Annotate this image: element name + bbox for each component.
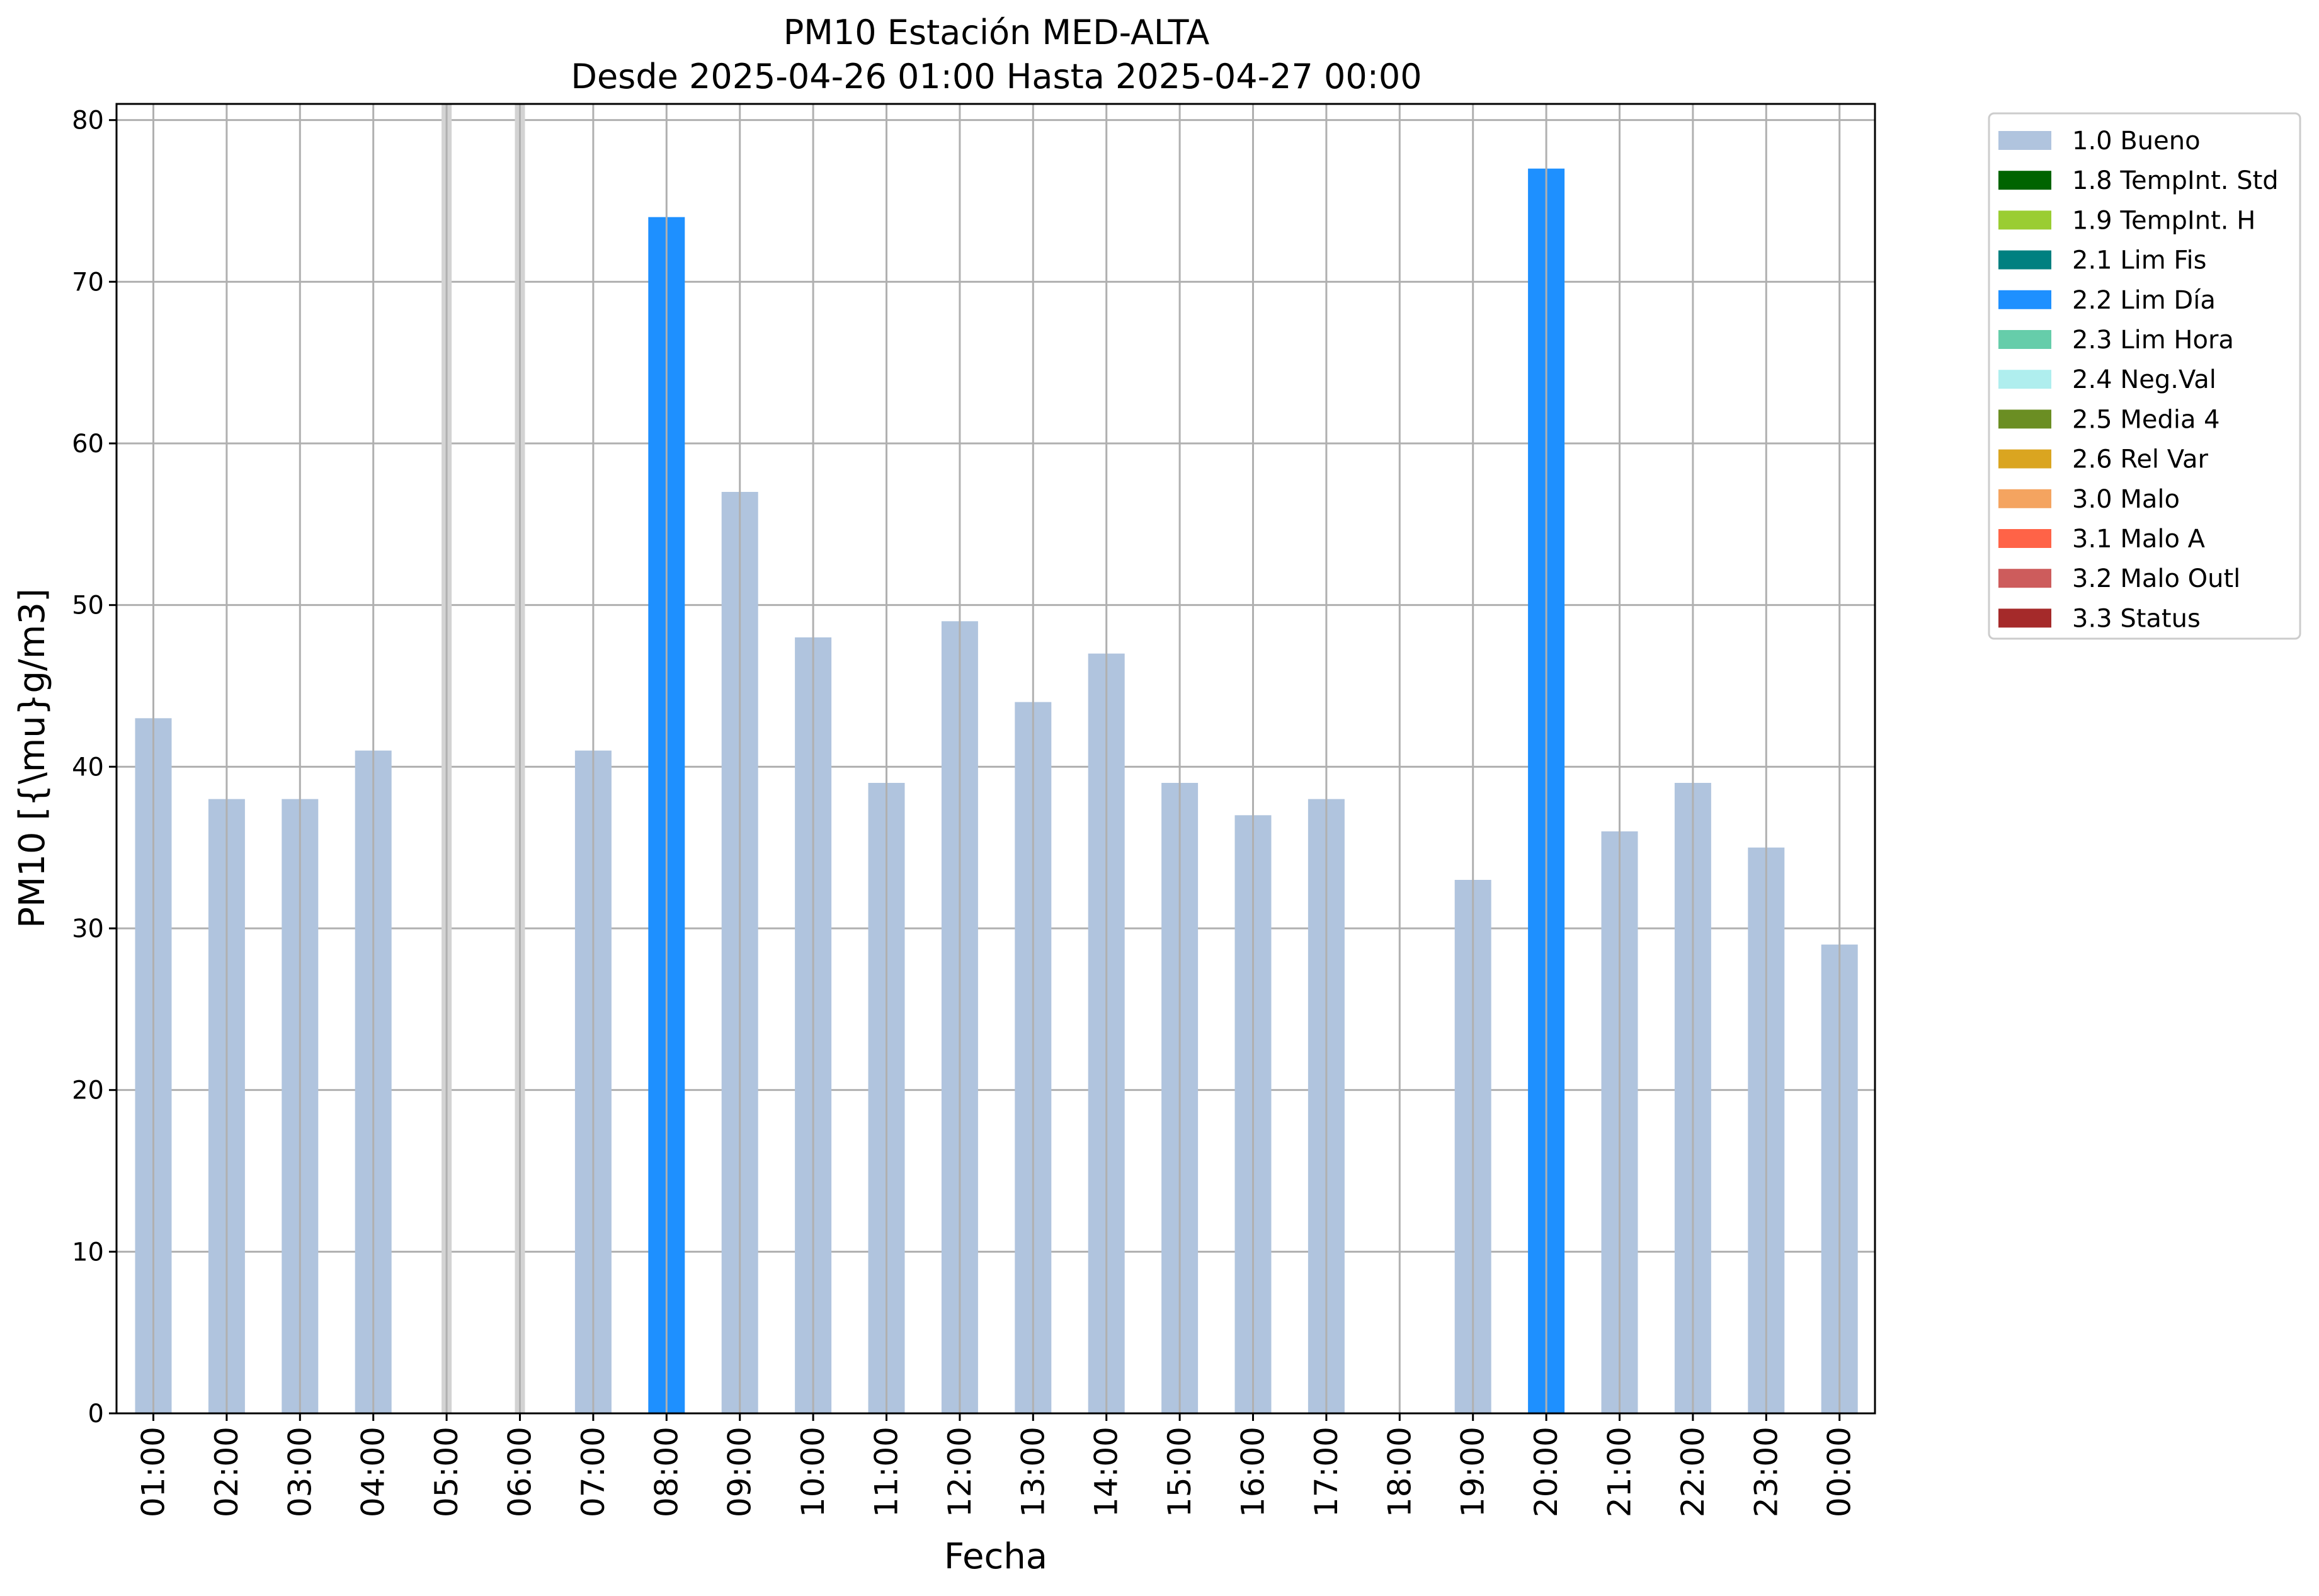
y-tick-label: 70 [72,268,104,297]
plot-frame [115,103,1876,1415]
legend-swatch [1998,171,2051,190]
grid-vertical [152,104,1841,1413]
y-tick-label: 0 [88,1399,104,1428]
x-tick-label: 20:00 [1528,1427,1564,1517]
x-tick-label: 19:00 [1455,1427,1491,1517]
legend-label: 3.3 Status [2072,604,2201,633]
x-tick-label: 12:00 [942,1427,978,1517]
x-tick-label: 05:00 [428,1427,465,1517]
legend-swatch [1998,370,2051,389]
x-tick-label: 22:00 [1675,1427,1711,1517]
legend-swatch [1998,569,2051,588]
x-tick-label: 01:00 [135,1427,172,1517]
legend-swatch [1998,290,2051,309]
y-tick-label: 30 [72,915,104,943]
y-tick-label: 40 [72,753,104,782]
x-tick-label: 21:00 [1602,1427,1638,1517]
y-tick-label: 10 [72,1238,104,1267]
legend-label: 2.3 Lim Hora [2072,326,2234,355]
x-tick-label: 17:00 [1308,1427,1345,1517]
legend-label: 1.0 Bueno [2072,127,2201,156]
legend-label: 3.0 Malo [2072,485,2180,514]
x-tick-label: 04:00 [355,1427,392,1517]
legend-label: 3.2 Malo Outl [2072,564,2240,593]
legend-box [1988,112,2301,640]
legend-label: 2.5 Media 4 [2072,405,2220,434]
x-tick-label: 02:00 [208,1427,245,1517]
x-axis-label: Fecha [944,1536,1047,1577]
x-tick-label: 13:00 [1015,1427,1051,1517]
legend-label: 2.2 Lim Día [2072,286,2216,315]
x-tick-label: 16:00 [1235,1427,1272,1517]
y-tick-label: 60 [72,430,104,459]
legend-swatch [1998,529,2051,548]
legend: 1.0 Bueno 1.8 TempInt. Std 1.9 TempInt. H 2… [1988,112,2301,640]
legend-label: 1.9 TempInt. H [2072,206,2255,235]
y-axis: 0 10 20 30 40 50 60 70 80 [72,106,117,1428]
legend-swatch [1998,330,2051,349]
legend-swatch [1998,210,2051,230]
legend-swatch [1998,131,2051,150]
legend-swatch [1998,489,2051,508]
x-tick-label: 08:00 [648,1427,685,1517]
y-tick-label: 80 [72,106,104,135]
x-tick-label: 03:00 [282,1427,318,1517]
x-tick-label: 10:00 [795,1427,831,1517]
x-tick-label: 06:00 [502,1427,538,1517]
legend-swatch [1998,409,2051,429]
legend-label: 2.6 Rel Var [2072,445,2209,474]
y-axis-label: PM10 [{\mu}g/m3] [12,588,53,928]
x-tick-label: 11:00 [869,1427,905,1517]
x-tick-label: 23:00 [1748,1427,1784,1517]
x-tick-label: 18:00 [1381,1427,1418,1517]
legend-label: 2.4 Neg.Val [2072,365,2216,394]
x-axis: 01:00 02:00 03:00 04:00 05:00 06:00 07:00 08:00… [135,1413,1858,1517]
x-tick-label: 07:00 [575,1427,612,1517]
y-tick-label: 20 [72,1076,104,1105]
x-tick-label: 00:00 [1821,1427,1858,1517]
grid [117,119,1875,1415]
x-tick-label: 14:00 [1088,1427,1125,1517]
chart-subtitle: Desde 2025-04-26 01:00 Hasta 2025-04-27 … [571,57,1422,96]
legend-label: 1.8 TempInt. Std [2072,166,2279,195]
chart-title: PM10 Estación MED-ALTA [783,13,1210,52]
legend-swatch [1998,250,2051,270]
legend-label: 2.1 Lim Fis [2072,246,2206,275]
x-tick-label: 15:00 [1161,1427,1198,1517]
legend-swatch [1998,608,2051,628]
x-tick-label: 09:00 [722,1427,758,1517]
y-tick-label: 50 [72,591,104,620]
legend-swatch [1998,449,2051,469]
legend-label: 3.1 Malo A [2072,525,2206,554]
